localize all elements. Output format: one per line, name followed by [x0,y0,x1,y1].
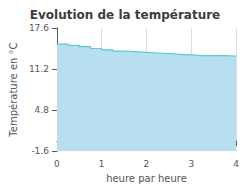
svg-text:0: 0 [54,159,60,169]
svg-text:11.2: 11.2 [29,64,49,74]
svg-text:heure par heure: heure par heure [106,173,187,184]
svg-text:2: 2 [144,159,150,169]
svg-text:Evolution de la température: Evolution de la température [30,8,221,22]
svg-text:Température en °C: Température en °C [8,42,19,137]
svg-text:4.8: 4.8 [35,105,50,115]
svg-text:4: 4 [233,159,239,169]
svg-text:-1.6: -1.6 [31,146,49,156]
svg-text:17.6: 17.6 [29,23,49,33]
svg-text:1: 1 [99,159,105,169]
svg-text:3: 3 [188,159,194,169]
